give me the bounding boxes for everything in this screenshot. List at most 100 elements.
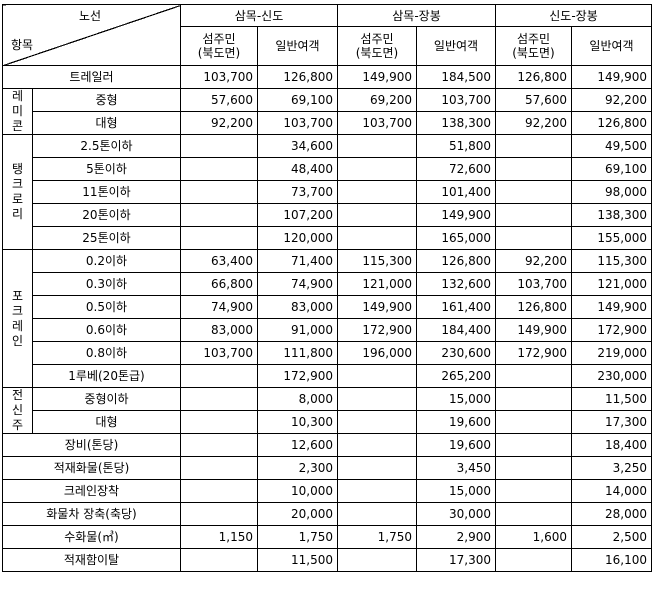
value-cell: 103,700 xyxy=(337,111,417,135)
table-row: 11톤이하 73,700 101,400 98,000 xyxy=(3,180,652,204)
value-cell xyxy=(337,433,417,457)
value-cell: 121,000 xyxy=(571,272,652,296)
value-cell: 92,200 xyxy=(495,111,572,135)
value-cell: 103,700 xyxy=(495,272,572,296)
value-cell: 1,150 xyxy=(180,525,258,549)
row-label: 트레일러 xyxy=(2,65,181,89)
row-label: 화물차 장축(축당) xyxy=(2,502,181,526)
value-cell: 34,600 xyxy=(257,134,338,158)
value-cell xyxy=(180,180,258,204)
value-cell: 83,000 xyxy=(257,295,338,319)
value-cell: 92,200 xyxy=(571,88,652,112)
value-cell: 14,000 xyxy=(571,479,652,503)
value-cell: 103,700 xyxy=(257,111,338,135)
value-cell: 149,900 xyxy=(416,203,496,227)
value-cell: 48,400 xyxy=(257,157,338,181)
value-cell: 101,400 xyxy=(416,180,496,204)
row-label: 크레인장착 xyxy=(2,479,181,503)
value-cell xyxy=(495,387,572,411)
value-cell xyxy=(180,387,258,411)
route-header: 삼목-장봉 xyxy=(337,4,496,27)
value-cell: 126,800 xyxy=(495,65,572,89)
value-cell: 230,600 xyxy=(416,341,496,365)
row-label: 1루베(20톤급) xyxy=(32,364,181,388)
value-cell xyxy=(180,456,258,480)
table-row: 화물차 장축(축당) 20,000 30,000 28,000 xyxy=(2,502,652,526)
value-cell: 107,200 xyxy=(257,203,338,227)
value-cell xyxy=(495,502,572,526)
value-cell: 74,900 xyxy=(257,272,338,296)
value-cell: 230,000 xyxy=(571,364,652,388)
value-cell: 15,000 xyxy=(416,479,496,503)
general-header: 일반여객 xyxy=(257,26,338,66)
value-cell: 126,800 xyxy=(571,111,652,135)
header-item-label: 항목 xyxy=(11,38,34,52)
value-cell: 98,000 xyxy=(571,180,652,204)
table-row: 0.8이하 103,700 111,800 196,000 230,600 17… xyxy=(3,341,652,365)
value-cell xyxy=(495,364,572,388)
value-cell: 1,600 xyxy=(495,525,572,549)
value-cell xyxy=(180,364,258,388)
value-cell: 165,000 xyxy=(416,226,496,250)
value-cell xyxy=(180,433,258,457)
value-cell xyxy=(337,548,417,572)
value-cell xyxy=(337,226,417,250)
value-cell: 18,400 xyxy=(571,433,652,457)
value-cell: 12,600 xyxy=(257,433,338,457)
value-cell xyxy=(180,548,258,572)
route-header: 신도-장봉 xyxy=(495,4,652,27)
value-cell: 126,800 xyxy=(416,249,496,273)
value-cell: 172,900 xyxy=(571,318,652,342)
value-cell: 103,700 xyxy=(416,88,496,112)
value-cell: 149,900 xyxy=(337,295,417,319)
value-cell xyxy=(495,134,572,158)
table-row: 크레인장착 10,000 15,000 14,000 xyxy=(2,479,652,503)
table-row: 트레일러 103,700 126,800 149,900 184,500 126… xyxy=(2,65,652,89)
value-cell: 184,500 xyxy=(416,65,496,89)
value-cell xyxy=(337,134,417,158)
value-cell: 28,000 xyxy=(571,502,652,526)
value-cell xyxy=(337,157,417,181)
header-route-label: 노선 xyxy=(79,9,102,23)
row-label: 장비(톤당) xyxy=(2,433,181,457)
value-cell: 126,800 xyxy=(495,295,572,319)
value-cell: 30,000 xyxy=(416,502,496,526)
value-cell: 172,900 xyxy=(495,341,572,365)
table-row: 25톤이하 120,000 165,000 155,000 xyxy=(3,226,652,250)
value-cell xyxy=(337,410,417,434)
value-cell: 69,200 xyxy=(337,88,417,112)
value-cell: 172,900 xyxy=(257,364,338,388)
value-cell: 149,900 xyxy=(571,65,652,89)
value-cell: 103,700 xyxy=(180,65,258,89)
value-cell xyxy=(180,410,258,434)
value-cell: 83,000 xyxy=(180,318,258,342)
value-cell: 219,000 xyxy=(571,341,652,365)
fare-table: 노선 항목 삼목-신도 삼목-장봉 신도-장봉 섬주민 (북도면) 일반여객 섬주… xyxy=(2,4,652,572)
value-cell: 10,300 xyxy=(257,410,338,434)
value-cell: 3,250 xyxy=(571,456,652,480)
value-cell: 17,300 xyxy=(416,548,496,572)
row-label: 적재함이탈 xyxy=(2,548,181,572)
general-header: 일반여객 xyxy=(416,26,496,66)
resident-header: 섬주민 (북도면) xyxy=(337,26,417,66)
value-cell xyxy=(495,433,572,457)
value-cell: 138,300 xyxy=(416,111,496,135)
table-row: 5톤이하 48,400 72,600 69,100 xyxy=(3,157,652,181)
row-label: 2.5톤이하 xyxy=(32,134,181,158)
value-cell xyxy=(495,157,572,181)
value-cell: 91,000 xyxy=(257,318,338,342)
value-cell xyxy=(337,180,417,204)
value-cell: 71,400 xyxy=(257,249,338,273)
value-cell: 74,900 xyxy=(180,295,258,319)
value-cell xyxy=(495,479,572,503)
value-cell xyxy=(337,364,417,388)
value-cell xyxy=(180,502,258,526)
value-cell: 161,400 xyxy=(416,295,496,319)
table-row: 적재함이탈 11,500 17,300 16,100 xyxy=(2,548,652,572)
general-header: 일반여객 xyxy=(571,26,652,66)
